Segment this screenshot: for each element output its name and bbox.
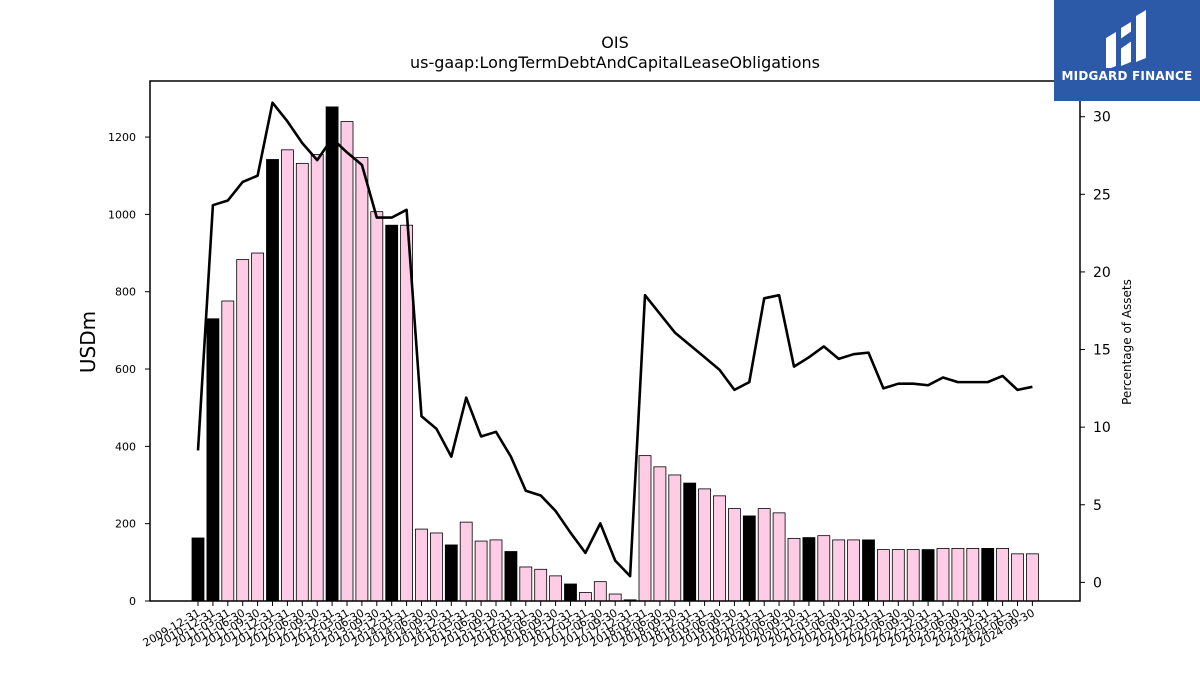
bar-2021-09-30	[847, 539, 860, 602]
bar-2023-03-31	[936, 548, 950, 602]
y2-tick-label-25: 25	[1093, 187, 1111, 203]
bar-2022-09-30	[906, 549, 920, 602]
bar-2017-06-30	[593, 581, 607, 602]
bar-2013-09-30	[370, 211, 384, 602]
y-tick-label-1200: 1200	[108, 131, 136, 144]
bar-2012-06-30	[295, 162, 309, 602]
bar-2015-03-31	[459, 521, 473, 602]
bar-2017-03-31	[579, 592, 592, 602]
bar-2021-12-31	[862, 539, 875, 602]
bar-2023-06-30	[951, 548, 965, 602]
bar-2020-03-31	[757, 508, 771, 602]
midgard-logo-icon	[1106, 10, 1146, 68]
bar-2016-03-31	[519, 566, 533, 602]
bar-2024-03-31	[996, 548, 1009, 602]
logo-text: MIDGARD FINANCE	[1061, 69, 1193, 83]
bar-2020-12-31	[802, 537, 816, 602]
bar-2011-06-30	[236, 259, 250, 602]
y2-tick-label-10: 10	[1093, 420, 1111, 436]
bar-2016-06-30	[534, 568, 548, 602]
bar-2018-06-30	[653, 466, 667, 602]
bar-2013-12-31	[385, 224, 399, 602]
y-tick-label-1000: 1000	[108, 208, 136, 221]
bar-2019-09-30	[728, 508, 741, 602]
bar-2019-06-30	[713, 495, 726, 602]
bar-2024-06-30	[1011, 553, 1024, 602]
bar-2011-03-31	[221, 300, 235, 602]
bar-2018-12-31	[683, 482, 697, 602]
bar-2016-09-30	[549, 575, 562, 602]
chart-subtitle: us-gaap:LongTermDebtAndCapitalLeaseOblig…	[410, 53, 820, 72]
bar-2015-12-31	[504, 551, 518, 602]
bar-2019-03-31	[698, 488, 711, 602]
y-tick-label-0: 0	[129, 595, 136, 608]
bar-2019-12-31	[742, 515, 756, 602]
bar-2013-03-31	[340, 121, 354, 602]
y-tick-label-600: 600	[115, 363, 136, 376]
y2-axis-label: Percentage of Assets	[1120, 279, 1134, 405]
bar-2012-12-31	[325, 106, 339, 602]
axes-group: 0200400600800100012000510152025302009-12…	[108, 80, 1111, 650]
bar-2011-09-30	[251, 252, 265, 602]
y2-tick-label-30: 30	[1093, 110, 1111, 126]
line-group	[196, 101, 1033, 578]
midgard-finance-logo: MIDGARD FINANCE	[1054, 0, 1200, 101]
y2-tick-label-20: 20	[1093, 265, 1111, 281]
bar-2017-09-30	[608, 593, 622, 602]
bar-2015-09-30	[489, 539, 503, 602]
bar-2015-06-30	[474, 540, 488, 602]
bar-2016-12-31	[564, 583, 577, 602]
bar-2023-12-31	[981, 548, 995, 602]
bar-2013-06-30	[355, 157, 369, 602]
bar-2012-03-31	[280, 149, 294, 602]
y-tick-label-200: 200	[115, 518, 136, 531]
bar-2020-06-30	[772, 512, 786, 602]
bar-2012-09-30	[310, 154, 324, 602]
bar-2009-12-31	[191, 537, 205, 602]
bar-2020-09-30	[787, 537, 801, 602]
bar-2014-06-30	[415, 528, 428, 602]
bar-2018-03-31	[638, 455, 652, 602]
y2-tick-label-5: 5	[1093, 498, 1102, 514]
bar-2021-03-31	[817, 535, 831, 602]
bar-2014-12-31	[444, 544, 458, 602]
bar-2022-03-31	[877, 549, 890, 602]
y2-tick-label-15: 15	[1093, 343, 1111, 359]
bar-2021-06-30	[832, 539, 846, 602]
y-tick-label-400: 400	[115, 440, 136, 453]
chart-title: OIS	[601, 33, 628, 52]
y-tick-label-800: 800	[115, 286, 136, 299]
bar-2011-12-31	[266, 159, 279, 602]
bar-2010-12-31	[206, 318, 220, 602]
bar-2022-06-30	[891, 549, 905, 602]
bar-2023-09-30	[966, 548, 980, 602]
bars-group	[191, 106, 1039, 602]
bar-2018-09-30	[668, 474, 682, 602]
y-axis-label: USDm	[76, 311, 100, 373]
bar-2022-12-31	[921, 549, 935, 602]
percentage-line	[196, 101, 1033, 578]
bar-2014-09-30	[429, 532, 443, 602]
y2-tick-label-0: 0	[1093, 575, 1102, 591]
bar-2024-09-30	[1026, 553, 1039, 602]
